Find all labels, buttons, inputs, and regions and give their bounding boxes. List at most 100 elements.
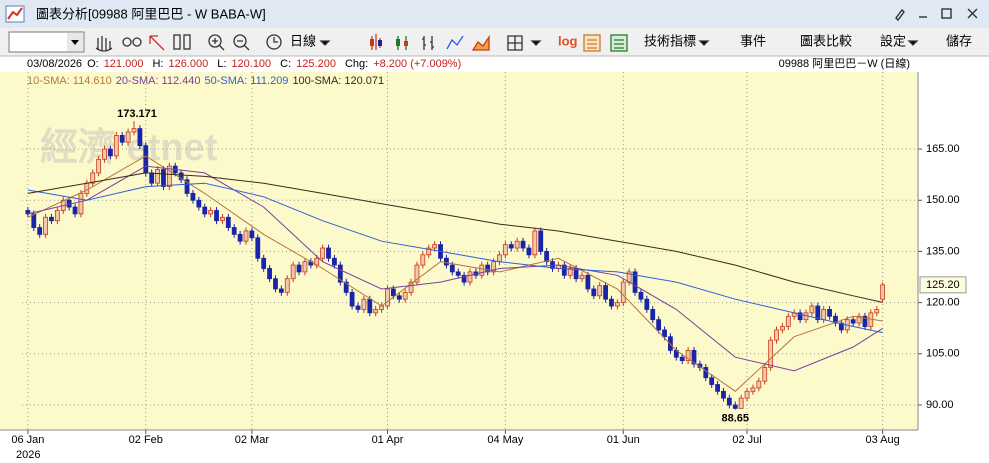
info-text: H: <box>152 58 163 70</box>
save-button[interactable]: 儲存 <box>946 33 972 48</box>
candle-body <box>491 261 496 273</box>
info-text: 125.200 <box>296 58 336 70</box>
candle-body <box>838 322 844 331</box>
candle-body <box>119 135 125 143</box>
info-row: 03/08/2026 O: 121.000 H: 126.000 L: 120.100 C: 1… <box>27 58 461 70</box>
candle-body <box>390 288 396 297</box>
candle-body <box>620 281 626 304</box>
plot-margin <box>0 72 22 430</box>
x-tick-label: 01 Jun <box>607 434 640 446</box>
candle-body <box>561 264 567 276</box>
candle-body <box>273 278 278 290</box>
sma-legend: 10-SMA: 114.610 20-SMA: 112.440 50-SMA: 111.2… <box>27 75 384 87</box>
candle-body <box>715 384 720 392</box>
candle-body <box>785 315 791 327</box>
candle-body <box>214 210 219 222</box>
legend-name: 100-SMA: <box>292 75 341 87</box>
candle-body <box>296 264 302 273</box>
y-tick-label: 150.00 <box>926 194 960 206</box>
settings-button[interactable]: 設定 <box>880 33 906 48</box>
candle-body <box>497 254 502 263</box>
candle-body <box>225 216 231 228</box>
candle-body <box>190 193 196 201</box>
interval-button[interactable]: 日線 <box>290 33 316 48</box>
candle-body <box>43 216 48 235</box>
info-text: 120.100 <box>231 58 271 70</box>
candle-body <box>432 244 438 249</box>
candle-body <box>732 404 738 409</box>
candle-body <box>78 193 84 215</box>
candle-body <box>780 326 785 331</box>
high-label: 173.171 <box>117 108 157 120</box>
candle-body <box>131 128 137 133</box>
candle-body <box>656 319 662 331</box>
candle-body <box>137 128 143 147</box>
candle-body <box>90 172 96 184</box>
info-text: 121.000 <box>104 58 144 70</box>
symbol-input[interactable] <box>8 31 85 53</box>
candle-body <box>284 278 290 293</box>
candle-body <box>679 356 685 362</box>
title-bar <box>0 0 989 28</box>
candle-body <box>520 240 526 249</box>
candle-body <box>337 264 343 283</box>
y-tick-label: 135.00 <box>926 245 960 257</box>
candle-body <box>161 169 166 187</box>
candle-body <box>532 230 538 256</box>
candle-body <box>449 264 455 273</box>
candle-body <box>744 390 750 399</box>
candle-body <box>25 210 31 215</box>
legend-name: 20-SMA: <box>116 75 159 87</box>
y-tick-label: 105.00 <box>926 348 960 360</box>
candle-body <box>361 298 367 310</box>
legend-value: 114.610 <box>73 75 112 87</box>
candle-body <box>650 309 656 321</box>
candle-body <box>709 377 715 385</box>
sma-line <box>27 172 883 303</box>
compare-button[interactable]: 圖表比較 <box>800 33 852 48</box>
candle-body <box>72 206 78 215</box>
candle-body <box>96 158 102 174</box>
candle-body <box>614 302 620 307</box>
candle-body <box>544 251 550 263</box>
candle-body <box>609 298 614 307</box>
candle-body <box>508 244 514 249</box>
low-label: 88.65 <box>721 412 749 424</box>
candle-body <box>367 298 373 314</box>
candle-body <box>102 148 107 160</box>
x-tick-label: 02 Feb <box>129 434 163 446</box>
candle-body <box>850 319 856 324</box>
app-icon <box>5 5 25 23</box>
candle-body <box>827 309 832 317</box>
x-tick-label: 02 Jul <box>732 434 761 446</box>
sma-line <box>27 165 883 372</box>
candle-body <box>414 264 420 283</box>
candle-body <box>444 257 449 266</box>
log-toggle[interactable]: log <box>558 33 578 48</box>
candle-body <box>485 264 491 273</box>
candle-body <box>54 210 60 222</box>
candle-body <box>662 329 667 338</box>
info-text: +8.200 (+7.009%) <box>373 58 461 70</box>
candle-body <box>108 148 113 157</box>
events-button[interactable]: 事件 <box>740 33 766 48</box>
candle-body <box>856 315 862 324</box>
candle-body <box>149 172 155 184</box>
candle-body <box>632 271 638 293</box>
toolbar-icons[interactable] <box>95 34 919 52</box>
candle-body <box>467 271 473 283</box>
candle-body <box>332 257 337 266</box>
candle-body <box>125 131 131 143</box>
indicators-button[interactable]: 技術指標 <box>644 33 696 48</box>
candle-body <box>774 329 779 341</box>
candle-body <box>644 298 650 310</box>
candle-body <box>355 305 361 310</box>
window-controls[interactable] <box>895 8 978 22</box>
candle-body <box>396 295 402 300</box>
legend-name: 50-SMA: <box>205 75 248 87</box>
candle-body <box>290 264 296 280</box>
legend-name: 10-SMA: <box>27 75 70 87</box>
candle-body <box>326 247 331 259</box>
candle-body <box>750 387 756 392</box>
candle-body <box>461 274 467 283</box>
